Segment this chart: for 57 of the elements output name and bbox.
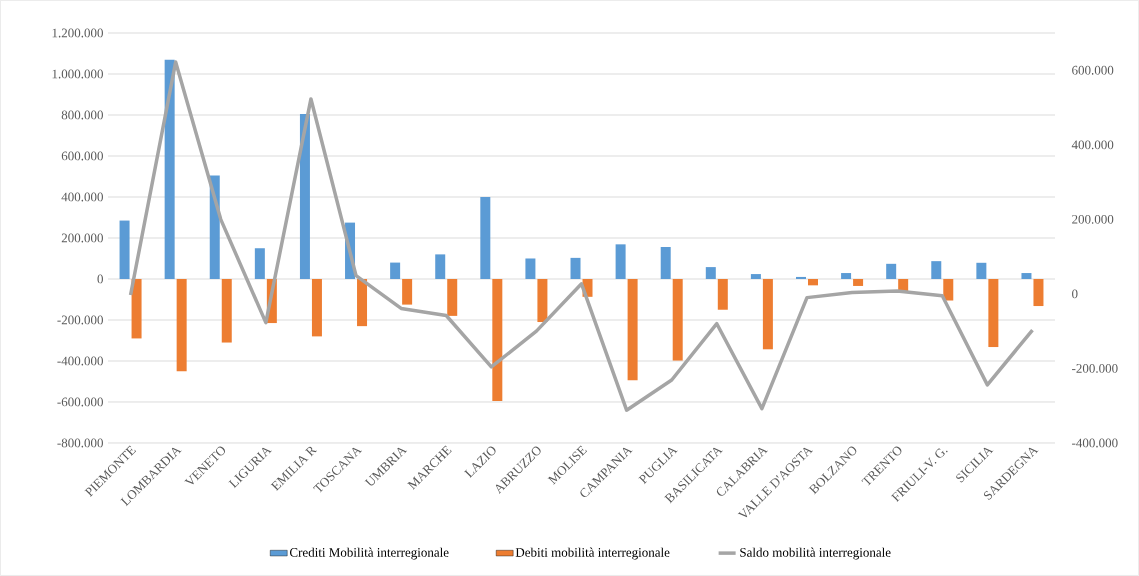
bar bbox=[1033, 278, 1044, 307]
y2-tick-label: 600.000 bbox=[1072, 65, 1114, 75]
bar bbox=[627, 278, 638, 381]
y-tick-label: 1.000.000 bbox=[52, 69, 103, 79]
bar bbox=[176, 278, 187, 372]
y2-tick-label: -400.000 bbox=[1072, 438, 1118, 448]
line-series bbox=[128, 60, 1035, 412]
bar bbox=[254, 248, 265, 279]
bar bbox=[660, 247, 671, 279]
bar bbox=[525, 258, 536, 279]
bar bbox=[943, 278, 954, 301]
y-tick-label: 800.000 bbox=[61, 110, 103, 120]
bar bbox=[988, 278, 999, 348]
bar bbox=[762, 278, 773, 350]
bar bbox=[717, 278, 728, 310]
bar bbox=[705, 267, 716, 279]
y2-tick-label: 200.000 bbox=[1072, 214, 1114, 224]
y-tick-label: -600.000 bbox=[57, 397, 103, 407]
bar bbox=[447, 278, 458, 316]
y-tick-label: 400.000 bbox=[61, 192, 103, 202]
bar bbox=[853, 278, 864, 286]
y-tick-label: 600.000 bbox=[61, 151, 103, 161]
bar bbox=[795, 276, 806, 279]
bar bbox=[931, 261, 942, 279]
bar bbox=[435, 254, 446, 279]
bar bbox=[402, 278, 413, 305]
legend-label: Saldo mobilità interregionale bbox=[740, 547, 891, 560]
bar bbox=[221, 278, 232, 343]
bar bbox=[492, 278, 503, 401]
legend-label: Debiti mobilità interregionale bbox=[515, 547, 670, 560]
bar bbox=[357, 278, 368, 327]
y-tick-label: 200.000 bbox=[61, 233, 103, 243]
bar bbox=[131, 278, 142, 339]
y2-tick-label: 400.000 bbox=[1071, 140, 1114, 150]
bar bbox=[311, 278, 322, 337]
bar bbox=[1021, 273, 1032, 279]
bar bbox=[615, 244, 626, 279]
bar bbox=[119, 220, 130, 279]
y-tick-label: -400.000 bbox=[57, 356, 103, 366]
bar bbox=[480, 196, 491, 279]
bar bbox=[886, 263, 897, 279]
bar bbox=[976, 262, 987, 279]
bar bbox=[807, 278, 818, 286]
y-tick-label: 0 bbox=[97, 274, 103, 284]
legend-label: Crediti Mobilità interregionale bbox=[289, 547, 449, 560]
y-tick-label: 1.200.000 bbox=[52, 28, 103, 38]
bar bbox=[672, 278, 683, 361]
y2-tick-label: -200.000 bbox=[1072, 364, 1118, 373]
bar bbox=[841, 273, 852, 279]
y-tick-label: -200.000 bbox=[57, 315, 103, 325]
bar bbox=[164, 59, 175, 279]
bar bbox=[570, 257, 581, 279]
bar bbox=[537, 278, 548, 323]
bar bbox=[390, 262, 401, 279]
bar bbox=[299, 113, 310, 279]
y2-tick-label: 0 bbox=[1072, 289, 1078, 299]
bar bbox=[750, 274, 761, 279]
